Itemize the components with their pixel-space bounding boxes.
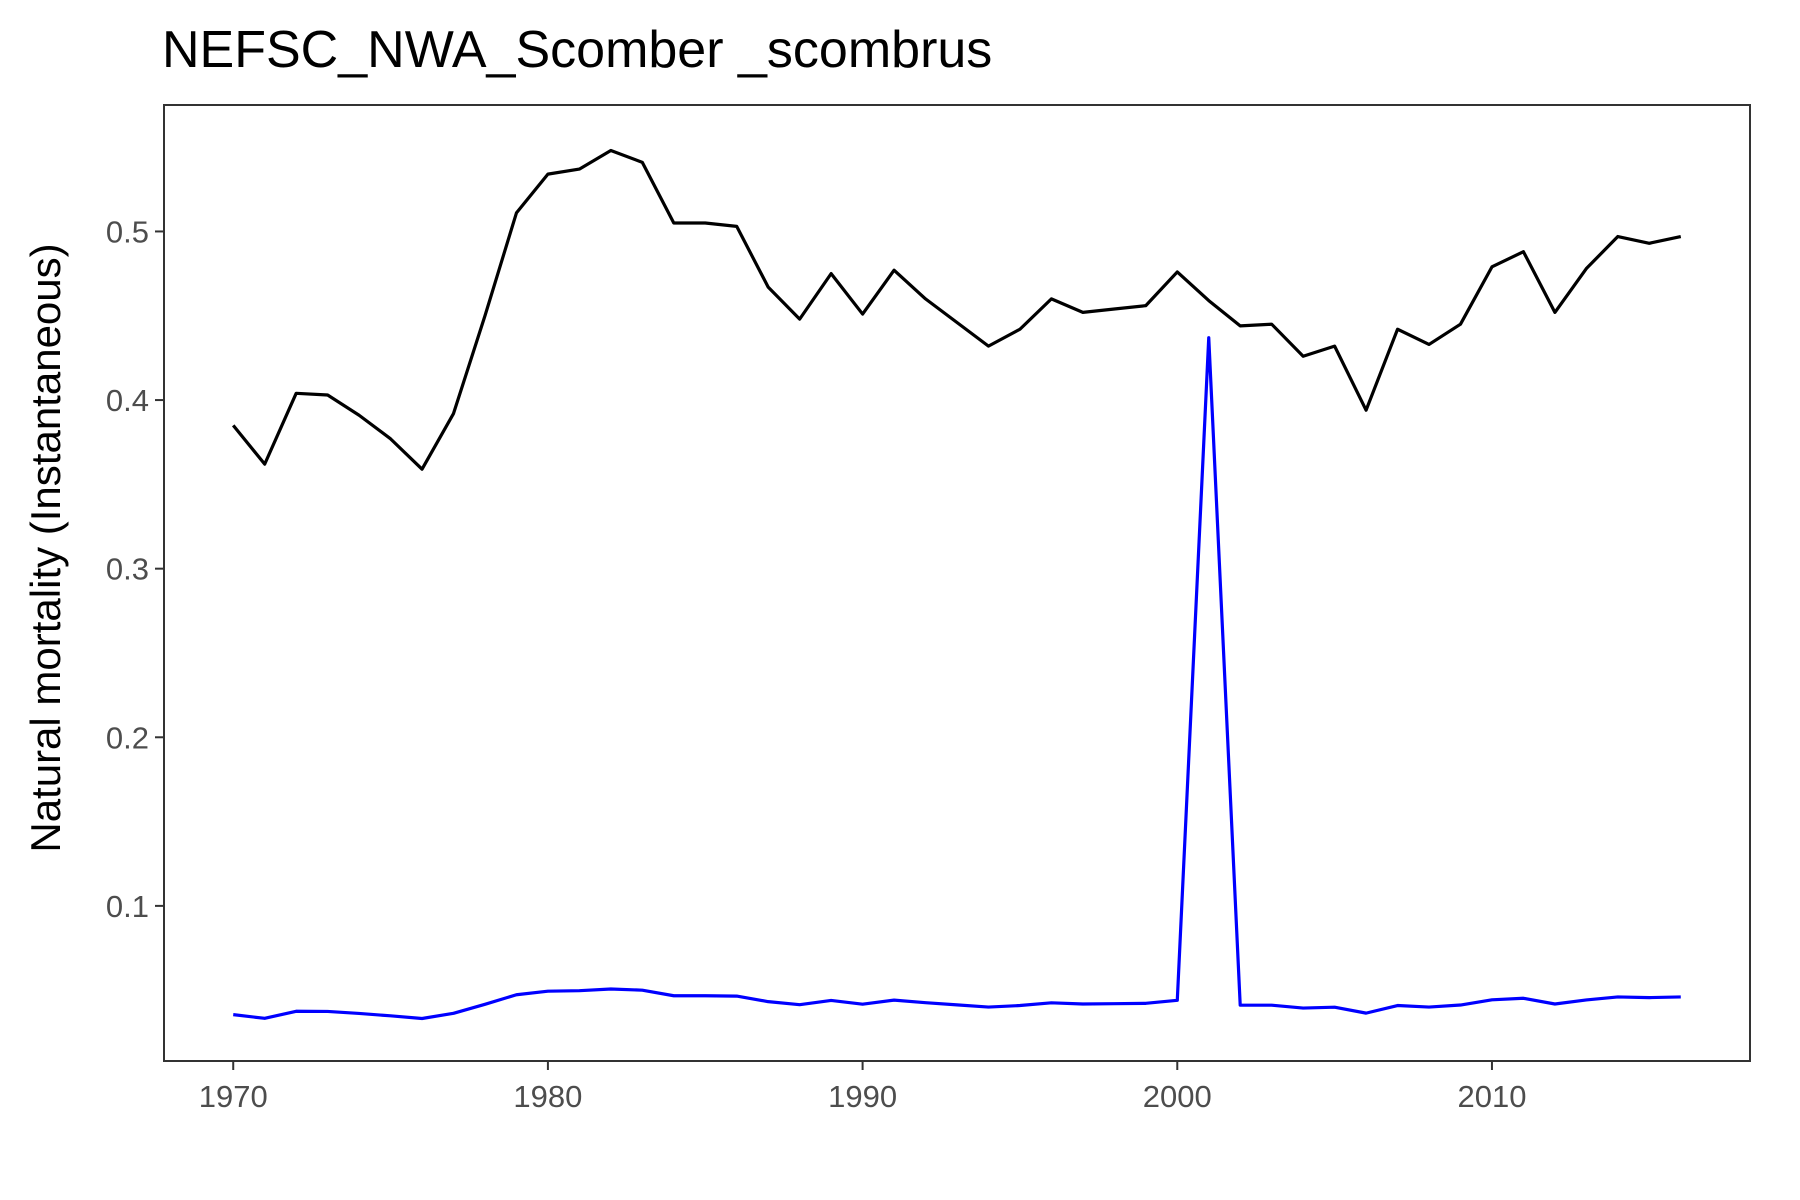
series-line-1 <box>231 148 1682 471</box>
x-tick-label: 1980 <box>513 1079 582 1114</box>
y-tick-label: 0.5 <box>106 214 149 249</box>
x-tick-label: 2010 <box>1457 1079 1526 1114</box>
y-axis: 0.1 0.2 0.3 0.4 0.5 <box>106 214 164 924</box>
y-tick-label: 0.4 <box>106 383 149 418</box>
y-tick-label: 0.1 <box>106 889 149 924</box>
y-tick-label: 0.3 <box>106 552 149 587</box>
series-line-2 <box>233 336 1681 1021</box>
x-tick-label: 2000 <box>1143 1079 1212 1114</box>
y-tick-label: 0.2 <box>106 720 149 755</box>
plot-panel <box>163 104 1751 1062</box>
x-axis: 1970 1980 1990 2000 2010 <box>199 1061 1526 1114</box>
chart-title: NEFSC_NWA_Scomber _scombrus <box>162 21 992 79</box>
x-tick-label: 1970 <box>199 1079 268 1114</box>
x-tick-label: 1990 <box>828 1079 897 1114</box>
y-axis-label: Natural mortality (Instantaneous) <box>22 243 69 852</box>
series-layer <box>231 148 1682 1021</box>
